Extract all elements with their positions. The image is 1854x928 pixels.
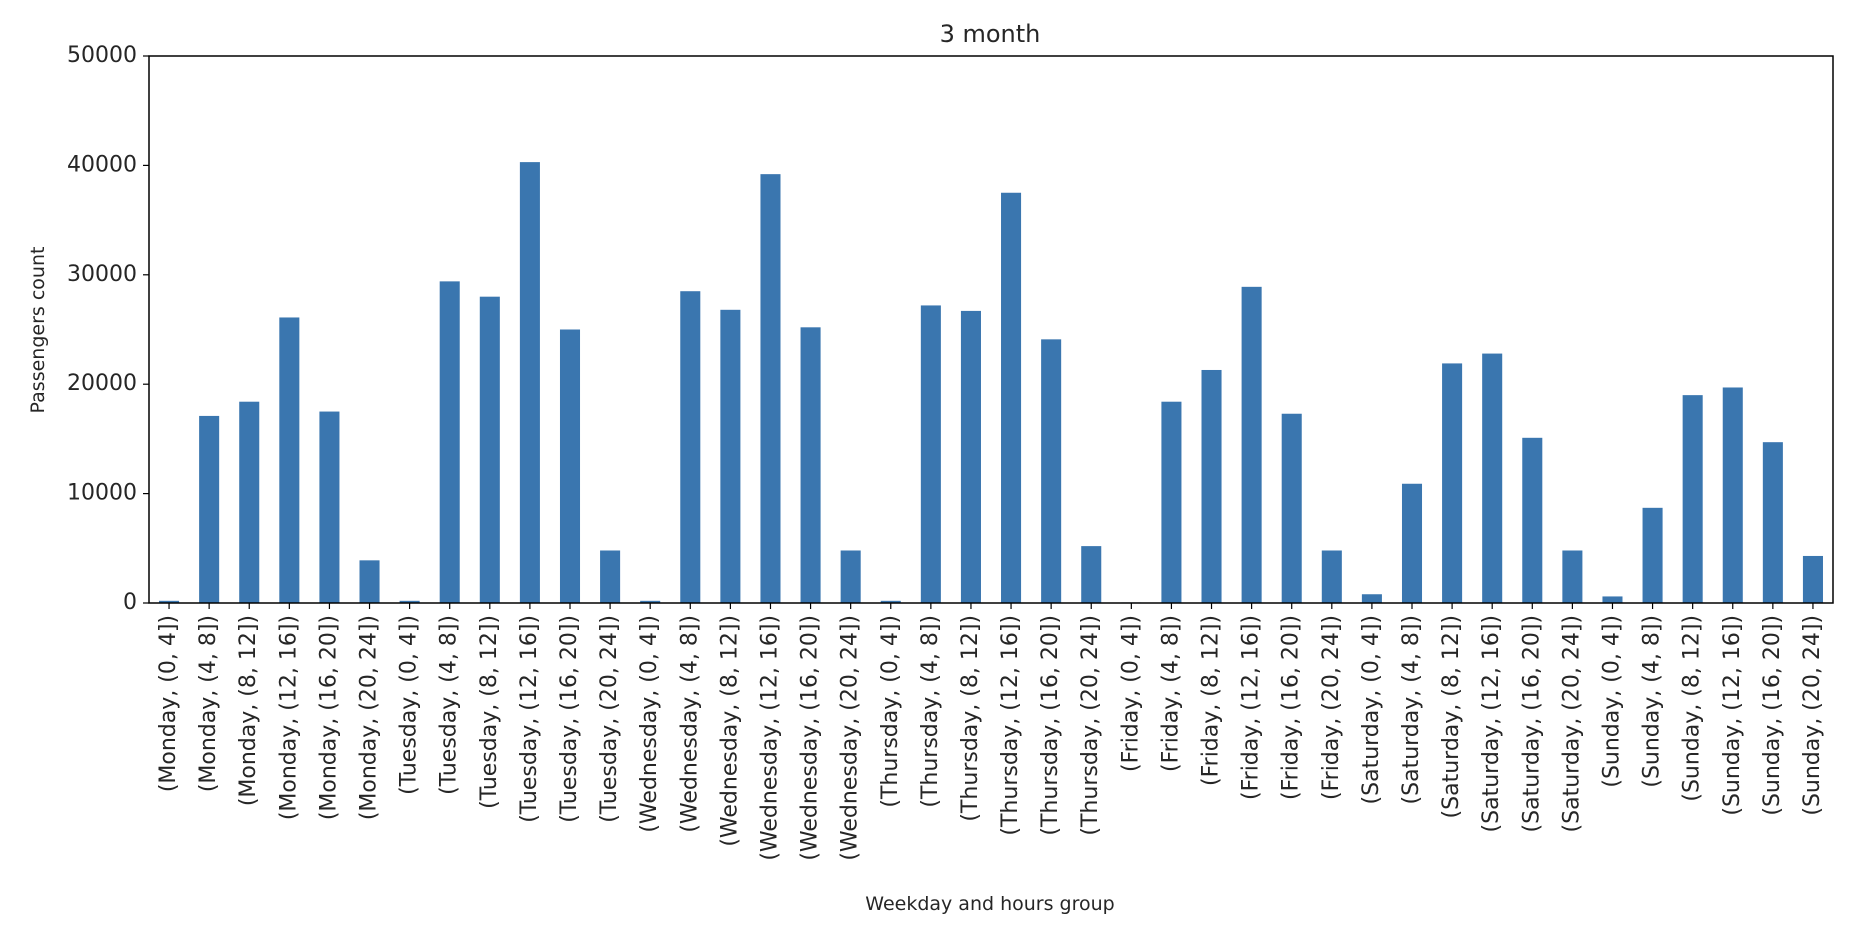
bar xyxy=(680,291,701,603)
bar xyxy=(1241,286,1262,603)
x-tick-label: (Sunday, (20, 24]) xyxy=(1800,615,1825,816)
bar xyxy=(479,296,500,603)
bar xyxy=(720,309,741,603)
x-tick-label: (Sunday, (4, 8]) xyxy=(1640,615,1665,788)
bar xyxy=(399,600,420,603)
x-tick-label: (Thursday, (0, 4]) xyxy=(878,615,903,808)
x-tick-label: (Sunday, (0, 4]) xyxy=(1599,615,1624,788)
x-tick-label: (Wednesday, (12, 16]) xyxy=(757,615,782,861)
bar xyxy=(640,600,661,603)
bar xyxy=(159,600,180,603)
x-tick-label: (Tuesday, (16, 20]) xyxy=(557,615,582,823)
x-tick-label: (Saturday, (4, 8]) xyxy=(1399,615,1424,804)
x-tick-label: (Sunday, (16, 20]) xyxy=(1760,615,1785,816)
bar xyxy=(279,317,300,603)
bar xyxy=(559,329,581,603)
x-tick-label: (Tuesday, (12, 16]) xyxy=(517,615,542,823)
x-tick-label: (Sunday, (8, 12]) xyxy=(1680,615,1705,802)
bar xyxy=(1361,594,1382,603)
bar xyxy=(1001,192,1022,603)
x-tick-label: (Friday, (16, 20]) xyxy=(1279,615,1304,800)
x-tick-label: (Wednesday, (16, 20]) xyxy=(798,615,823,861)
bar xyxy=(1081,546,1102,603)
chart-title: 3 month xyxy=(940,20,1041,48)
bar xyxy=(1321,550,1342,603)
x-tick-label: (Friday, (12, 16]) xyxy=(1239,615,1264,800)
x-tick-label: (Friday, (4, 8]) xyxy=(1158,615,1183,772)
x-tick-label: (Thursday, (16, 20]) xyxy=(1038,615,1063,836)
x-tick-label: (Thursday, (12, 16]) xyxy=(998,615,1023,836)
bar xyxy=(199,415,220,603)
bar xyxy=(1682,395,1703,603)
bar xyxy=(1161,401,1182,603)
x-tick-label: (Wednesday, (8, 12]) xyxy=(717,615,742,847)
x-tick-label: (Friday, (0, 4]) xyxy=(1118,615,1143,772)
bar xyxy=(840,550,861,603)
bar xyxy=(1041,339,1062,603)
x-tick-label: (Friday, (20, 24]) xyxy=(1319,615,1344,800)
x-tick-label: (Sunday, (12, 16]) xyxy=(1720,615,1745,816)
x-tick-label: (Wednesday, (20, 24]) xyxy=(838,615,863,861)
y-tick-label: 0 xyxy=(123,590,137,615)
bar xyxy=(519,162,540,604)
bar xyxy=(1522,437,1543,603)
bar xyxy=(1562,550,1583,603)
x-tick-label: (Saturday, (12, 16]) xyxy=(1479,615,1504,832)
x-tick-label: (Monday, (4, 8]) xyxy=(196,615,221,792)
bar xyxy=(760,174,781,604)
bar xyxy=(1642,507,1663,603)
x-tick-label: (Saturday, (0, 4]) xyxy=(1359,615,1384,804)
bar xyxy=(1802,555,1823,603)
bar xyxy=(1602,596,1623,603)
x-tick-label: (Tuesday, (8, 12]) xyxy=(477,615,502,809)
y-axis-label: Passengers count xyxy=(27,247,49,414)
x-ticks-group: (Monday, (0, 4]) (Monday, (4, 8]) (Monday,… xyxy=(156,603,1825,861)
x-tick-label: (Monday, (12, 16]) xyxy=(276,615,301,820)
bar xyxy=(319,411,340,603)
x-tick-label: (Thursday, (8, 12]) xyxy=(958,615,983,822)
bar xyxy=(880,600,901,603)
x-tick-label: (Monday, (8, 12]) xyxy=(236,615,261,806)
bar xyxy=(239,401,260,603)
bar xyxy=(1442,363,1463,603)
x-tick-label: (Saturday, (20, 24]) xyxy=(1559,615,1584,832)
bar xyxy=(800,327,821,603)
y-tick-label: 10000 xyxy=(67,481,137,506)
bar xyxy=(359,560,380,603)
x-axis-label: Weekday and hours group xyxy=(865,893,1114,915)
plot-frame xyxy=(148,55,1834,604)
x-tick-label: (Wednesday, (4, 8]) xyxy=(677,615,702,833)
bar xyxy=(1401,483,1423,603)
x-tick-label: (Monday, (20, 24]) xyxy=(357,615,382,820)
bar xyxy=(960,310,981,603)
bar xyxy=(1722,387,1743,603)
x-tick-label: (Monday, (16, 20]) xyxy=(316,615,341,820)
x-tick-label: (Tuesday, (4, 8]) xyxy=(437,615,462,795)
bar xyxy=(1281,413,1302,603)
x-tick-label: (Monday, (0, 4]) xyxy=(156,615,181,792)
x-tick-label: (Tuesday, (0, 4]) xyxy=(397,615,422,795)
y-ticks-group: 0 10000 20000 30000 40000 50000 xyxy=(67,43,149,615)
bar xyxy=(1762,442,1783,603)
x-tick-label: (Saturday, (16, 20]) xyxy=(1519,615,1544,832)
bar xyxy=(920,305,941,603)
x-tick-label: (Tuesday, (20, 24]) xyxy=(597,615,622,823)
y-tick-label: 40000 xyxy=(67,152,137,177)
x-tick-label: (Thursday, (4, 8]) xyxy=(918,615,943,808)
bar xyxy=(1482,353,1503,603)
y-tick-label: 30000 xyxy=(67,262,137,287)
y-tick-label: 50000 xyxy=(67,43,137,68)
x-tick-label: (Saturday, (8, 12]) xyxy=(1439,615,1464,818)
x-tick-label: (Wednesday, (0, 4]) xyxy=(637,615,662,833)
bar xyxy=(600,550,621,603)
y-tick-label: 20000 xyxy=(67,371,137,396)
x-tick-label: (Thursday, (20, 24]) xyxy=(1078,615,1103,836)
bar xyxy=(439,281,460,603)
x-tick-label: (Friday, (8, 12]) xyxy=(1199,615,1224,786)
bar xyxy=(1201,369,1222,603)
bars-group xyxy=(159,162,1823,604)
